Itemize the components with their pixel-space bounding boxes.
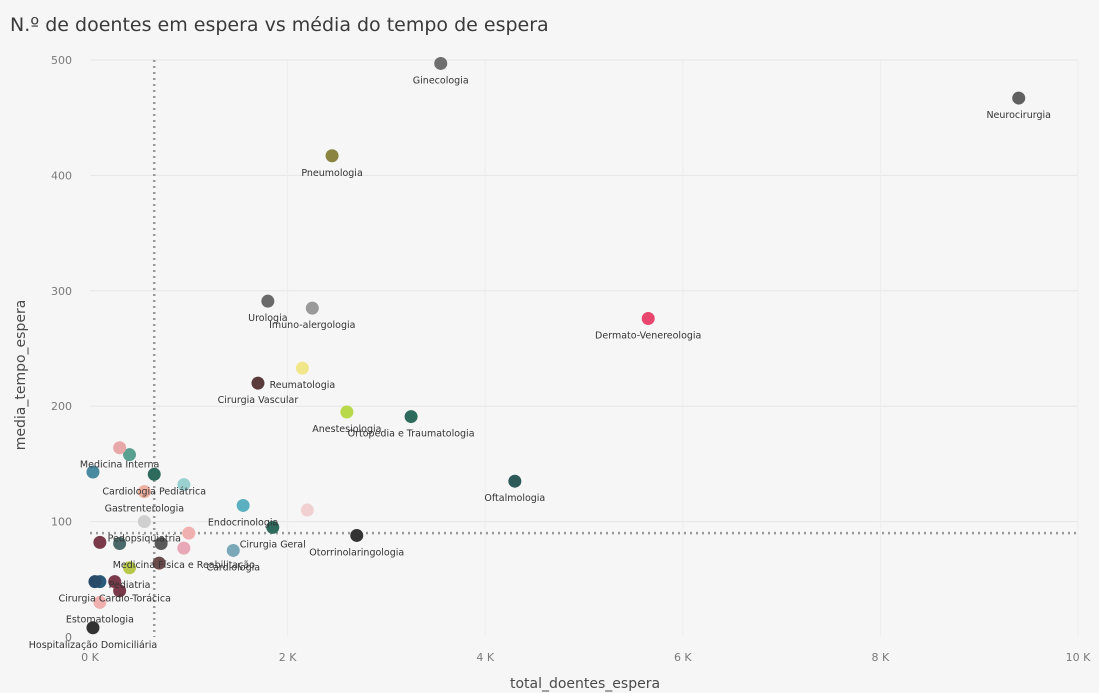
data-point[interactable]: [295, 361, 309, 375]
data-point[interactable]: [147, 467, 161, 481]
data-point[interactable]: [182, 526, 196, 540]
x-tick-label: 10 K: [1066, 651, 1091, 664]
y-tick-label: 300: [51, 285, 72, 298]
data-point-label: Pedopsiquiatria: [108, 534, 181, 545]
y-tick-label: 200: [51, 400, 72, 413]
data-point[interactable]: [340, 405, 354, 419]
x-tick-label: 8 K: [872, 651, 890, 664]
data-point-label: Endocrinologia: [208, 517, 278, 528]
data-point[interactable]: [177, 541, 191, 555]
data-point-label: Gastrenterologia: [105, 504, 184, 515]
reference-lines: [90, 60, 1078, 637]
data-point-label: Pneumologia: [301, 168, 362, 179]
data-point[interactable]: [154, 537, 168, 551]
data-point-label: Hospitalização Domiciliária: [29, 640, 157, 651]
data-points: [86, 56, 1026, 635]
data-point[interactable]: [434, 56, 448, 70]
data-point[interactable]: [236, 498, 250, 512]
data-point[interactable]: [226, 543, 240, 557]
data-point-label: Ginecologia: [413, 75, 469, 86]
data-point[interactable]: [123, 448, 137, 462]
data-point[interactable]: [404, 410, 418, 424]
data-point[interactable]: [1012, 91, 1026, 105]
data-point[interactable]: [251, 376, 265, 390]
data-point[interactable]: [86, 621, 100, 635]
data-point-label: Cardiologia Pediátrica: [102, 486, 206, 497]
data-point[interactable]: [137, 515, 151, 529]
data-point-label: Cardiologia: [206, 562, 260, 573]
data-point[interactable]: [88, 575, 102, 589]
data-point[interactable]: [300, 503, 314, 517]
data-point[interactable]: [508, 474, 522, 488]
data-point[interactable]: [123, 561, 137, 575]
data-point[interactable]: [137, 485, 151, 499]
data-point-label: Anestesiologia: [312, 424, 381, 435]
data-point-label: Reumatologia: [270, 380, 336, 391]
data-point-label: Estomatologia: [66, 614, 134, 625]
y-axis-title: media_tempo_espera: [13, 300, 29, 451]
data-point-label: Medicina Interna: [80, 460, 159, 471]
point-labels: Ginecologia Neurocirurgia Pneumologia Urolo…: [29, 75, 1051, 650]
x-tick-label: 2 K: [279, 651, 297, 664]
data-point[interactable]: [93, 595, 107, 609]
x-tick-label: 4 K: [476, 651, 494, 664]
data-point[interactable]: [325, 149, 339, 163]
data-point[interactable]: [641, 311, 655, 325]
data-point[interactable]: [152, 556, 166, 570]
data-point[interactable]: [350, 528, 364, 542]
grid-lines: [90, 59, 1079, 637]
data-point[interactable]: [305, 301, 319, 315]
chart-title: N.º de doentes em espera vs média do tem…: [10, 14, 549, 36]
y-tick-label: 100: [51, 516, 72, 529]
data-point-label: Cirurgia Geral: [240, 539, 306, 550]
data-point[interactable]: [261, 294, 275, 308]
x-axis-ticks: 0 K 2 K 4 K 6 K 8 K 10 K: [81, 651, 1091, 664]
data-point-label: Cirurgia Vascular: [218, 395, 299, 406]
data-point-label: Otorrinolaringologia: [309, 547, 404, 558]
data-point-label: Pediatria: [109, 580, 151, 591]
x-axis-title: total_doentes_espera: [510, 676, 660, 692]
data-point-label: Dermato-Venereologia: [595, 330, 701, 341]
data-point[interactable]: [266, 520, 280, 534]
data-point[interactable]: [86, 465, 100, 479]
y-tick-label: 0: [65, 631, 72, 644]
x-tick-label: 0 K: [81, 651, 99, 664]
data-point[interactable]: [113, 537, 127, 551]
data-point[interactable]: [108, 575, 122, 589]
data-point-label: Urologia: [248, 313, 287, 324]
data-point-label: Cirurgia Cardio-Torácica: [58, 594, 171, 605]
data-point-label: Medicina Física e Reabilitação: [113, 560, 255, 571]
data-point-label: Imuno-alergologia: [269, 320, 355, 331]
y-tick-label: 500: [51, 54, 72, 67]
y-tick-label: 400: [51, 169, 72, 182]
data-point[interactable]: [93, 535, 107, 549]
y-axis-ticks: 0 100 200 300 400 500: [51, 54, 72, 644]
data-point-label: Oftalmologia: [484, 493, 545, 504]
x-tick-label: 6 K: [674, 651, 692, 664]
data-point[interactable]: [113, 441, 127, 455]
data-point[interactable]: [177, 478, 191, 492]
data-point-label: Neurocirurgia: [986, 110, 1051, 121]
data-point-label: Ortopedia e Traumatologia: [348, 429, 475, 440]
